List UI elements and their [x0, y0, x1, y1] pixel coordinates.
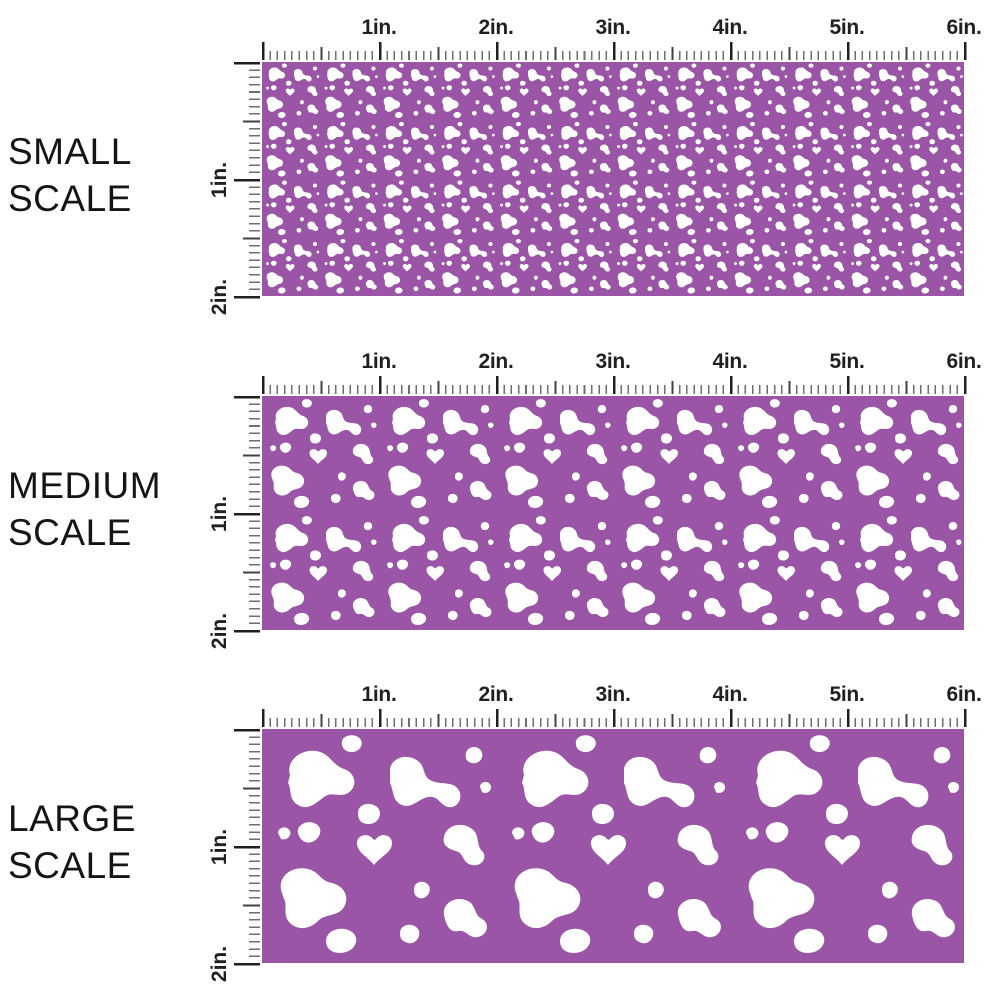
ruler-label-6in: 6in. — [946, 683, 982, 706]
scale-name-line-2: SCALE — [8, 845, 132, 886]
side-ruler-ticks — [234, 62, 260, 299]
side-ruler-label-2in: 2in. — [208, 612, 231, 650]
scale-name-label: MEDIUM SCALE — [8, 462, 161, 556]
top-ruler-ticks — [262, 42, 967, 60]
swatch-fill — [262, 729, 964, 963]
ruler-label-2in: 2in. — [478, 683, 514, 706]
ruler-label-5in: 5in. — [829, 683, 865, 706]
ruler-label-1in: 1in. — [361, 16, 397, 39]
ruler-label-1in: 1in. — [361, 350, 397, 373]
side-ruler-label-1in: 1in. — [208, 828, 231, 866]
ruler-label-6in: 6in. — [946, 350, 982, 373]
ruler-label-6in: 6in. — [946, 16, 982, 39]
scale-name-line-2: SCALE — [8, 512, 132, 553]
scale-name-label: LARGE SCALE — [8, 795, 136, 889]
ruler-label-4in: 4in. — [712, 16, 748, 39]
top-ruler-labels: 1in. 2in. 3in. 4in. 5in. 6in. — [0, 16, 1000, 40]
ruler-label-2in: 2in. — [478, 350, 514, 373]
ruler-label-5in: 5in. — [829, 350, 865, 373]
scale-name-line-1: MEDIUM — [8, 465, 162, 506]
swatch-fill — [262, 62, 964, 296]
scale-name-line-2: SCALE — [8, 178, 132, 219]
ruler-label-3in: 3in. — [595, 16, 631, 39]
top-ruler-labels: 1in. 2in. 3in. 4in. 5in. 6in. — [0, 350, 1000, 374]
ruler-label-4in: 4in. — [712, 350, 748, 373]
top-ruler-ticks — [262, 709, 967, 727]
ruler-label-5in: 5in. — [829, 16, 865, 39]
ruler-label-4in: 4in. — [712, 683, 748, 706]
side-ruler-label-2in: 2in. — [208, 945, 231, 983]
side-ruler-label-2in: 2in. — [208, 278, 231, 316]
section-large-scale: LARGE SCALE 1in. 2in. 3in. 4in. 5in. 6in… — [0, 683, 1000, 983]
ruler-label-2in: 2in. — [478, 16, 514, 39]
section-small-scale: SMALL SCALE 1in. 2in. 3in. 4in. 5in. 6in… — [0, 16, 1000, 316]
top-ruler-labels: 1in. 2in. 3in. 4in. 5in. 6in. — [0, 683, 1000, 707]
section-medium-scale: MEDIUM SCALE 1in. 2in. 3in. 4in. 5in. 6i… — [0, 350, 1000, 650]
ruler-label-3in: 3in. — [595, 350, 631, 373]
scale-name-line-1: SMALL — [8, 131, 132, 172]
side-ruler-label-1in: 1in. — [208, 495, 231, 533]
scale-name-line-1: LARGE — [8, 798, 136, 839]
ruler-label-3in: 3in. — [595, 683, 631, 706]
ruler-label-1in: 1in. — [361, 683, 397, 706]
side-ruler-ticks — [234, 396, 260, 633]
side-ruler-label-1in: 1in. — [208, 161, 231, 199]
swatch-fill — [262, 396, 964, 630]
fabric-swatch-small — [262, 62, 964, 296]
fabric-swatch-large — [262, 729, 964, 963]
side-ruler-ticks — [234, 729, 260, 966]
scale-name-label: SMALL SCALE — [8, 128, 132, 222]
top-ruler-ticks — [262, 376, 967, 394]
fabric-swatch-medium — [262, 396, 964, 630]
